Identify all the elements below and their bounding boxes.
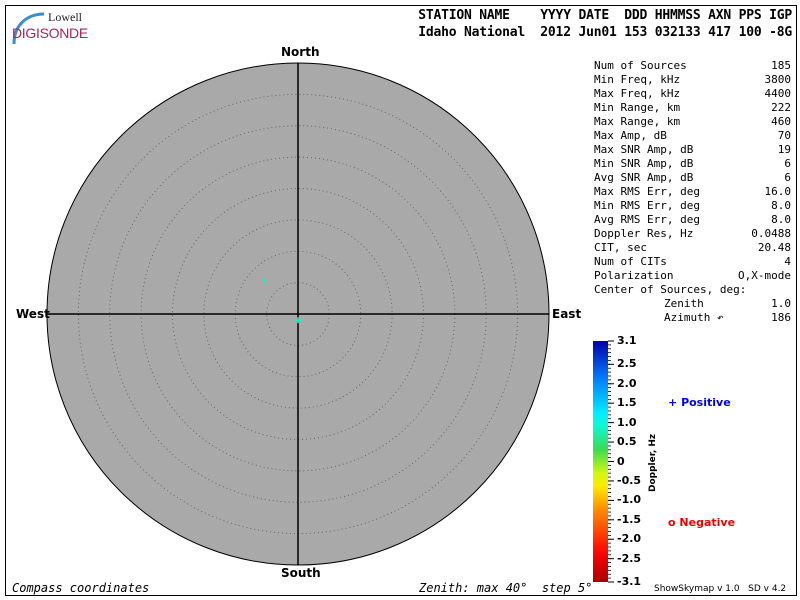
stat-row: Zenith 1.0 [594,297,791,311]
colorbar-tick-label: 3.1 [617,334,637,347]
source-marker [261,278,268,285]
stat-label: Min SNR Amp, dB [594,157,694,170]
compass-north: North [281,45,320,59]
colorbar-tick-label: 2.5 [617,357,637,371]
stat-label: CIT, sec [594,241,647,254]
stats-table: Num of Sources 185 Min Freq, kHz 3800 Max Fr… [594,59,791,325]
legend-positive-label: Positive [681,396,731,409]
stat-value: 8.0 [771,199,791,212]
plot-frame [5,5,797,596]
doppler-colorbar [593,341,608,582]
stat-value: 1.0 [771,297,791,310]
legend-negative-label: Negative [679,516,736,529]
plus-icon: + [668,396,678,409]
colorbar-tick-label: -0.5 [617,473,642,487]
stat-label: Num of Sources [594,59,687,72]
colorbar-tick-label: 0.5 [617,435,637,449]
stat-row: Min RMS Err, deg 8.0 [594,199,791,213]
stat-label: Min Range, km [594,101,681,114]
colorbar-tick-label: -2.5 [617,551,642,565]
stat-row: Max SNR Amp, dB 19 [594,143,791,157]
footer-zenith: Zenith: max 40° step 5° [419,581,593,595]
stat-value: 186 [771,311,791,324]
colorbar-title: Doppler, Hz [648,433,658,492]
logo-digisonde: DIGISONDE [12,25,88,41]
stat-row: Max Range, km 460 [594,115,791,129]
stat-label: Max Amp, dB [594,129,667,142]
stat-label: Num of CITs [594,255,667,268]
colorbar-tick-label: -2.0 [617,532,642,546]
stat-label: Min Freq, kHz [594,73,681,86]
stat-value: O,X-mode [738,269,791,282]
stat-label: Avg SNR Amp, dB [594,171,694,184]
stat-label: Azimuth ↶ [664,311,724,324]
stat-row: Avg RMS Err, deg 8.0 [594,213,791,227]
colorbar-tick-label: -1.0 [617,493,642,507]
legend-negative: o Negative [668,516,735,529]
compass-east: East [552,307,582,321]
stat-value: 460 [771,115,791,128]
digisonde-logo-arc [12,12,45,45]
stat-row: Polarization O,X-mode [594,269,791,283]
stat-label: Max Freq, kHz [594,87,681,100]
colorbar-tick-label: 2.0 [617,376,637,390]
stat-row: Min Range, km 222 [594,101,791,115]
source-marker [295,317,301,324]
header-labels: STATION NAME YYYY DATE DDD HHMMSS AXN PP… [418,8,792,23]
colorbar-tick-label: -1.5 [617,512,642,526]
stat-row: Doppler Res, Hz 0.0488 [594,227,791,241]
stat-row: Min Freq, kHz 3800 [594,73,791,87]
legend-positive: + Positive [668,396,731,409]
colorbar-tick-label: 1.0 [617,415,637,429]
stat-row: Max RMS Err, deg 16.0 [594,185,791,199]
stat-value: 19 [777,143,791,156]
stat-label: Max SNR Amp, dB [594,143,694,156]
stat-label: Polarization [594,269,674,282]
stat-value: 6 [784,171,791,184]
stat-label: Avg RMS Err, deg [594,213,700,226]
stat-value: 4 [784,255,791,268]
stat-value: 8.0 [771,213,791,226]
header-values: Idaho National 2012 Jun01 153 032133 417… [418,25,792,40]
footer-version: ShowSkymap v 1.0 SD v 4.2 [654,584,787,594]
stat-row: Min SNR Amp, dB 6 [594,157,791,171]
footer-coordinates: Compass coordinates [12,581,150,595]
logo-lowell: Lowell [48,10,82,24]
stat-row: Max Amp, dB 70 [594,129,791,143]
colorbar-tick-label: 1.5 [617,396,637,410]
colorbar-tick-label: 0 [617,454,625,468]
stat-row: Max Freq, kHz 4400 [594,87,791,101]
colorbar-tick-label: -3.1 [617,575,642,588]
stat-value: 16.0 [764,185,792,198]
stat-value: 222 [771,101,791,114]
circle-icon: o [668,516,676,529]
stat-value: 6 [784,157,791,170]
compass-south: South [281,566,321,580]
stat-label: Center of Sources, deg: [594,283,747,296]
stat-row: Num of CITs 4 [594,255,791,269]
stat-label: Max Range, km [594,115,681,128]
stat-row: CIT, sec 20.48 [594,241,791,255]
stat-row: Center of Sources, deg: [594,283,791,297]
stat-value: 70 [777,129,791,142]
stat-value: 4400 [764,87,792,100]
stat-row: Avg SNR Amp, dB 6 [594,171,791,185]
stat-row: Azimuth ↶ 186 [594,311,791,325]
stat-value: 20.48 [757,241,791,254]
stat-label: Min RMS Err, deg [594,199,700,212]
stat-value: 185 [771,59,791,72]
stat-value: 0.0488 [751,227,791,240]
stat-row: Num of Sources 185 [594,59,791,73]
stat-label: Max RMS Err, deg [594,185,700,198]
stat-label: Doppler Res, Hz [594,227,694,240]
stat-value: 3800 [764,73,792,86]
compass-west: West [16,307,50,321]
stat-label: Zenith [664,297,704,310]
